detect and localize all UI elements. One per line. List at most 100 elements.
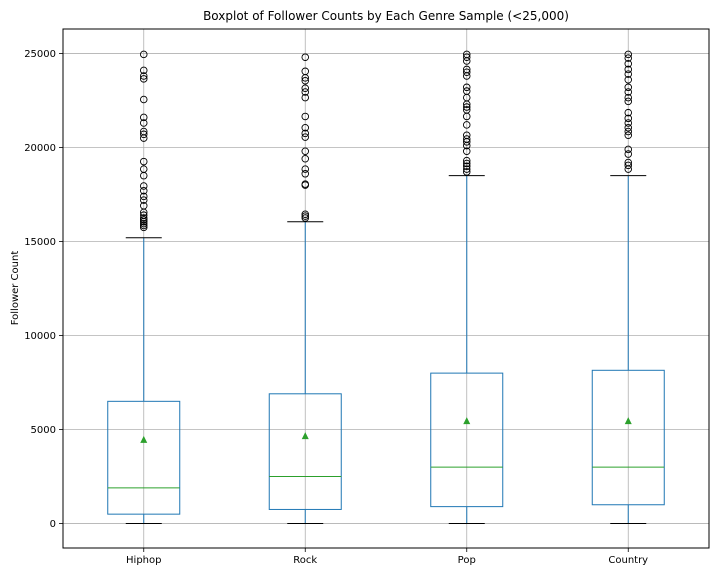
outlier-point [139, 182, 148, 190]
outlier-point [624, 161, 633, 170]
outlier-point [301, 129, 310, 138]
outlier-point [139, 113, 148, 122]
outlier-point [301, 67, 310, 76]
y-tick-label: 20000 [24, 143, 56, 154]
outlier-point [463, 135, 471, 143]
y-axis-label: Follower Count [10, 251, 21, 326]
x-tick-label-hiphop: Hiphop [126, 555, 161, 566]
outlier-point [624, 60, 633, 68]
outlier-point [463, 159, 471, 168]
outlier-point [301, 88, 310, 96]
box-group-pop [430, 50, 504, 525]
outlier-point [463, 53, 471, 61]
outlier-point [301, 53, 310, 61]
outlier-point [624, 83, 633, 92]
outlier-point [624, 108, 633, 117]
outlier-point [139, 221, 148, 230]
box-iqr [430, 372, 504, 508]
outlier-point [624, 65, 633, 74]
outlier-point [301, 210, 310, 218]
outlier-point [624, 50, 633, 59]
outlier-point [624, 93, 633, 102]
outlier-point [463, 156, 471, 165]
outlier-point [624, 114, 633, 123]
outlier-point [624, 150, 633, 158]
outlier-point [139, 72, 148, 80]
x-tick-label-country: Country [608, 555, 648, 566]
outlier-point [139, 214, 148, 222]
outlier-point [301, 112, 310, 121]
plot-frame [62, 28, 710, 549]
outlier-point [301, 123, 310, 132]
boxes-layer [107, 50, 665, 525]
outlier-point [139, 119, 148, 127]
outlier-point [301, 165, 310, 173]
outlier-point [139, 165, 148, 173]
outlier-point [139, 95, 148, 104]
outlier-point [301, 147, 310, 155]
outlier-point [139, 216, 148, 224]
y-tick-label: 0 [50, 519, 56, 530]
outlier-point [301, 170, 310, 178]
outlier-point [301, 154, 310, 163]
box-iqr [107, 400, 181, 515]
outlier-point [139, 211, 148, 219]
box-group-hiphop [107, 50, 181, 525]
outlier-point [463, 103, 471, 111]
outlier-point [301, 212, 310, 220]
outlier-point [624, 158, 633, 167]
outlier-point [624, 131, 633, 139]
outlier-point [463, 65, 471, 74]
outlier-point [463, 50, 471, 59]
outlier-point [624, 70, 633, 78]
x-tick-label-pop: Pop [458, 555, 476, 566]
outlier-point [139, 130, 148, 139]
box-group-rock [268, 53, 342, 525]
box-iqr [268, 393, 342, 510]
mean-marker [301, 432, 309, 440]
outlier-point [301, 93, 310, 102]
mean-marker [463, 417, 471, 425]
outlier-point [139, 75, 148, 83]
outlier-point [463, 168, 471, 176]
outlier-point [139, 157, 148, 166]
outlier-point [139, 186, 148, 195]
outlier-point [624, 54, 633, 62]
axes-border [62, 28, 710, 549]
y-tick-label: 15000 [24, 237, 56, 248]
outlier-point [624, 119, 633, 127]
outlier-point [139, 219, 148, 228]
outlier-point [624, 127, 633, 136]
outlier-point [463, 162, 471, 171]
outlier-point [463, 87, 471, 95]
y-tick-label: 5000 [31, 425, 56, 436]
outlier-point [463, 106, 471, 114]
outlier-point [624, 123, 633, 132]
outlier-point [301, 76, 310, 85]
axes-layer: 0 5000 10000 15000 20000 25000 Hiphop Rock Pop Co… [24, 49, 648, 566]
outlier-point [139, 192, 148, 201]
y-tick-label: 25000 [24, 49, 56, 60]
outlier-point [139, 202, 148, 210]
outlier-point [624, 97, 633, 106]
outlier-point [463, 121, 471, 129]
outlier-point [139, 50, 148, 59]
outlier-point [139, 223, 148, 232]
outlier-point [624, 88, 633, 96]
outlier-point [139, 196, 148, 204]
chart-title: Boxplot of Follower Counts by Each Genre… [203, 9, 569, 23]
outlier-point [463, 165, 471, 173]
outlier-point [139, 66, 148, 75]
box-iqr [591, 369, 665, 506]
box-group-country [591, 50, 665, 525]
outlier-point [463, 68, 471, 76]
outlier-point [139, 127, 148, 136]
mean-marker [140, 435, 148, 443]
outlier-point [301, 180, 310, 188]
outlier-point [463, 147, 471, 155]
outlier-point [301, 214, 310, 222]
outlier-point [463, 83, 471, 92]
outlier-point [301, 84, 310, 92]
